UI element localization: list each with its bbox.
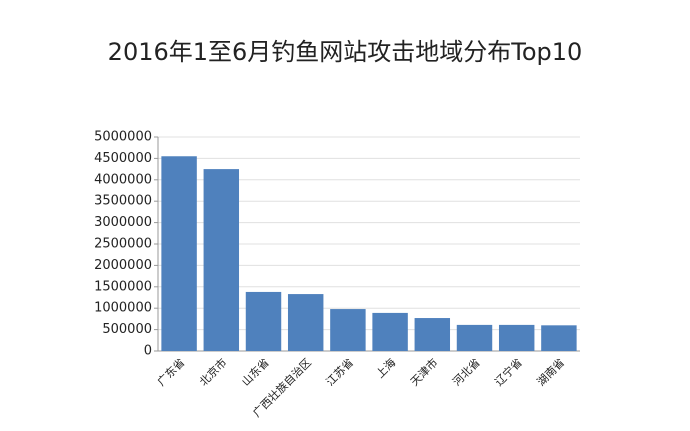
y-tick-label: 1500000 (94, 279, 152, 294)
bar (498, 324, 535, 351)
y-tick-label: 4500000 (94, 151, 152, 166)
y-tick-label: 2500000 (94, 237, 152, 252)
bar (287, 294, 324, 351)
y-tick-label: 3000000 (94, 215, 152, 230)
y-tick-label: 1000000 (94, 301, 152, 316)
chart-title: 2016年1至6月钓鱼网站攻击地域分布Top10 (108, 38, 583, 66)
y-tick-label: 5000000 (94, 130, 152, 145)
bar (372, 312, 408, 351)
y-tick-label: 2000000 (94, 258, 152, 273)
bar (245, 291, 282, 351)
y-tick-label: 4000000 (94, 172, 152, 187)
y-tick-label: 3500000 (94, 194, 152, 209)
bar (330, 309, 366, 351)
bar (414, 318, 451, 351)
bar (203, 169, 240, 351)
bar (541, 325, 577, 351)
bar (456, 324, 493, 351)
y-tick-label: 500000 (102, 322, 152, 337)
bar (161, 156, 197, 351)
y-tick-label: 0 (144, 344, 152, 359)
